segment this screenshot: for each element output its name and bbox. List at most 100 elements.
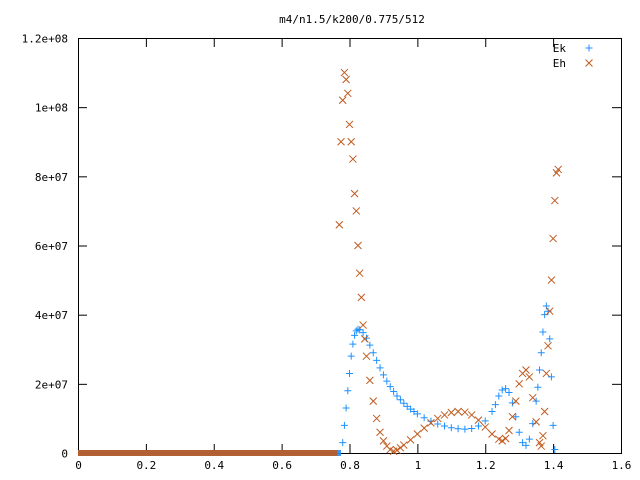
point-eh xyxy=(366,376,374,385)
legend-label-eh: Eh xyxy=(553,57,566,70)
point-ek xyxy=(537,349,545,357)
point-ek xyxy=(400,399,408,407)
point-ek xyxy=(536,366,544,374)
point-ek xyxy=(373,356,381,364)
legend: Ek Eh xyxy=(553,42,593,70)
point-ek xyxy=(366,341,374,349)
point-eh xyxy=(505,426,513,435)
point-eh xyxy=(454,407,462,416)
point-eh xyxy=(399,441,408,449)
point-eh xyxy=(540,407,549,416)
y-tick-label: 2e+07 xyxy=(35,378,68,391)
y-tick-label: 4e+07 xyxy=(35,309,68,322)
point-ek xyxy=(461,425,469,433)
point-ek xyxy=(351,331,359,339)
point-eh xyxy=(354,241,362,250)
point-ek xyxy=(346,369,353,377)
point-eh xyxy=(550,196,559,205)
point-eh xyxy=(340,68,349,77)
point-eh xyxy=(525,373,534,381)
point-eh xyxy=(488,430,496,438)
point-eh xyxy=(498,437,507,445)
point-eh xyxy=(349,155,357,163)
point-eh xyxy=(338,96,347,105)
point-eh xyxy=(372,414,381,423)
legend-marker-ek xyxy=(585,44,593,52)
point-ek xyxy=(393,392,401,400)
point-eh xyxy=(501,434,510,443)
point-ek xyxy=(354,325,362,333)
x-tick-label: 1.6 xyxy=(612,459,632,472)
y-tick-label: 1.2e+08 xyxy=(22,33,68,46)
point-eh xyxy=(347,137,356,146)
data-marks xyxy=(78,68,563,456)
point-ek xyxy=(541,311,549,319)
x-tick-label: 1 xyxy=(415,459,422,472)
point-ek xyxy=(390,387,398,395)
point-ek xyxy=(359,329,367,337)
x-tick-label: 0 xyxy=(75,459,82,472)
point-eh xyxy=(515,379,524,388)
point-eh xyxy=(544,341,552,350)
point-ek xyxy=(481,417,489,425)
point-eh xyxy=(545,307,554,316)
point-ek xyxy=(347,352,355,360)
point-ek xyxy=(534,383,542,391)
point-ek xyxy=(342,404,350,412)
point-eh xyxy=(481,423,490,431)
point-ek xyxy=(339,439,347,447)
point-ek xyxy=(454,425,462,433)
point-ek xyxy=(505,388,513,396)
point-eh xyxy=(447,408,456,417)
point-ek xyxy=(386,383,394,391)
axis-ticks xyxy=(78,38,622,454)
point-ek xyxy=(515,428,523,436)
point-eh xyxy=(532,418,541,426)
series-eh xyxy=(335,68,563,456)
point-eh xyxy=(355,269,364,278)
chart-title: m4/n1.5/k200/0.775/512 xyxy=(279,13,425,26)
point-eh xyxy=(420,424,429,432)
point-eh xyxy=(554,165,563,174)
point-eh xyxy=(547,276,556,284)
point-eh xyxy=(508,412,517,421)
x-tick-label: 0.2 xyxy=(136,459,156,472)
point-eh xyxy=(369,397,378,405)
point-eh xyxy=(362,352,371,361)
point-ek xyxy=(525,435,533,443)
point-ek xyxy=(498,386,506,394)
point-eh xyxy=(440,411,449,419)
point-ek xyxy=(474,422,482,430)
y-tick-label: 8e+07 xyxy=(35,171,68,184)
point-eh xyxy=(537,442,546,450)
point-eh xyxy=(345,120,354,129)
point-eh xyxy=(549,234,557,243)
point-ek xyxy=(396,396,404,404)
point-eh xyxy=(359,321,367,329)
point-ek xyxy=(344,387,352,395)
x-tick-label: 1.4 xyxy=(544,459,564,472)
point-eh xyxy=(379,437,388,445)
point-eh xyxy=(350,189,359,198)
point-ek xyxy=(413,410,421,418)
point-ek xyxy=(369,349,377,357)
point-ek xyxy=(468,424,476,432)
point-ek xyxy=(447,424,455,432)
point-ek xyxy=(502,385,510,393)
point-ek xyxy=(376,364,384,372)
point-ek xyxy=(434,420,442,428)
point-eh xyxy=(539,431,547,440)
point-ek xyxy=(340,421,348,429)
axis-tick-labels: 0 0.2 0.4 0.6 0.8 1 1.2 1.4 1.6 0 2e+07 4e+07 6e+07 8… xyxy=(22,33,632,473)
point-ek xyxy=(512,413,520,421)
point-ek xyxy=(546,335,554,343)
point-eh xyxy=(335,220,344,229)
point-ek xyxy=(488,408,496,415)
x-tick-label: 0.8 xyxy=(340,459,360,472)
legend-marker-eh xyxy=(585,59,593,67)
y-tick-label: 1e+08 xyxy=(35,102,68,115)
x-tick-label: 1.2 xyxy=(476,459,496,472)
point-ek xyxy=(379,371,387,379)
point-eh xyxy=(376,428,384,437)
